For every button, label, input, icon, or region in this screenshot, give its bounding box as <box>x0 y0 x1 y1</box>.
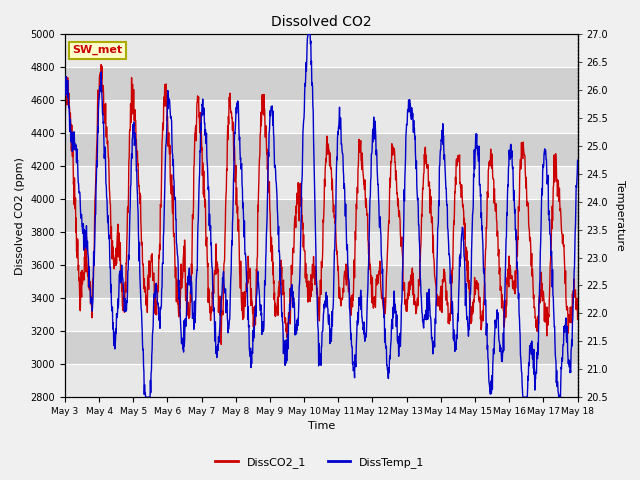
Text: SW_met: SW_met <box>72 45 123 56</box>
Bar <box>65 199 577 232</box>
Bar <box>65 166 577 199</box>
Legend: DissCO2_1, DissTemp_1: DissCO2_1, DissTemp_1 <box>211 452 429 472</box>
X-axis label: Time: Time <box>308 421 335 432</box>
Y-axis label: Dissolved CO2 (ppm): Dissolved CO2 (ppm) <box>15 157 25 275</box>
Bar <box>65 35 577 67</box>
Bar <box>65 265 577 298</box>
Bar <box>65 331 577 364</box>
Title: Dissolved CO2: Dissolved CO2 <box>271 15 372 29</box>
Bar <box>65 133 577 166</box>
Bar <box>65 298 577 331</box>
Bar <box>65 232 577 265</box>
Y-axis label: Temperature: Temperature <box>615 180 625 251</box>
Bar <box>65 67 577 100</box>
Bar <box>65 100 577 133</box>
Bar <box>65 364 577 397</box>
